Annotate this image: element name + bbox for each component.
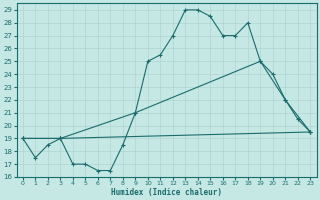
X-axis label: Humidex (Indice chaleur): Humidex (Indice chaleur) <box>111 188 222 197</box>
